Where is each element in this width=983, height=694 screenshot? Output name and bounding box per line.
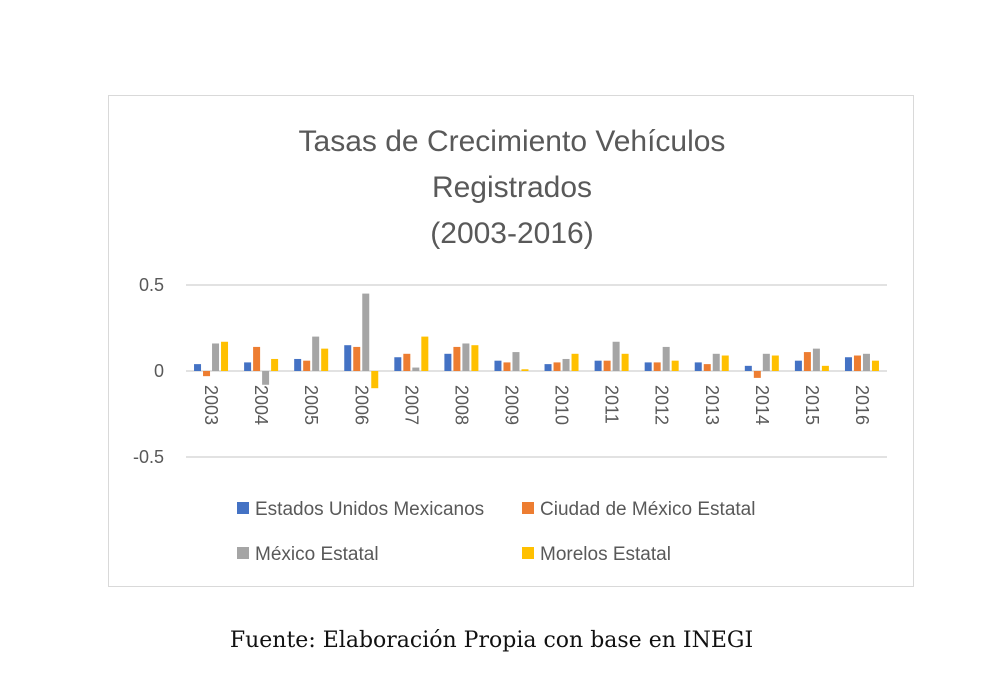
- bar-estados-unidos-mexicanos-2016: [844, 357, 852, 371]
- y-tick-label: 0.5: [139, 275, 164, 295]
- x-tick-label: 2004: [251, 385, 271, 425]
- x-tick-label: 2008: [451, 385, 471, 425]
- bar-morelos-estatal-2009: [521, 369, 529, 371]
- bar-m-xico-estatal-2007: [412, 367, 420, 371]
- bar-estados-unidos-mexicanos-2008: [444, 353, 452, 371]
- bar-estados-unidos-mexicanos-2013: [694, 362, 702, 371]
- bar-m-xico-estatal-2005: [312, 336, 320, 371]
- bar-m-xico-estatal-2006: [362, 293, 370, 371]
- chart-title-line: Tasas de Crecimiento Vehículos: [299, 125, 726, 158]
- bar-morelos-estatal-2007: [421, 336, 429, 371]
- x-tick-label: 2012: [652, 385, 672, 425]
- x-tick-label: 2005: [301, 385, 321, 425]
- legend-label: Ciudad de México Estatal: [540, 499, 755, 520]
- bar-morelos-estatal-2016: [871, 360, 879, 371]
- bar-ciudad-de-m-xico-estatal-2014: [753, 371, 761, 378]
- x-axis-ticks: 2003 2004 2005 2006 2007 2008 2009 2010 2011 2012…: [201, 385, 872, 425]
- bar-m-xico-estatal-2013: [712, 353, 720, 371]
- legend-item: Ciudad de México Estatal: [522, 499, 755, 520]
- bar-estados-unidos-mexicanos-2004: [244, 362, 252, 371]
- gridlines: [186, 284, 887, 458]
- bar-morelos-estatal-2004: [271, 358, 279, 371]
- bar-ciudad-de-m-xico-estatal-2013: [703, 364, 711, 371]
- bar-m-xico-estatal-2014: [762, 353, 770, 371]
- legend-swatch: [522, 547, 534, 559]
- bar-m-xico-estatal-2004: [262, 371, 270, 385]
- bar-m-xico-estatal-2016: [862, 353, 870, 371]
- bar-morelos-estatal-2008: [471, 345, 479, 371]
- legend-swatch: [237, 547, 249, 559]
- bar-ciudad-de-m-xico-estatal-2015: [803, 352, 811, 371]
- x-tick-label: 2010: [552, 385, 572, 425]
- bar-estados-unidos-mexicanos-2015: [794, 360, 802, 371]
- legend-swatch: [237, 502, 249, 514]
- bar-morelos-estatal-2015: [821, 365, 829, 371]
- bar-ciudad-de-m-xico-estatal-2004: [253, 346, 261, 371]
- bar-estados-unidos-mexicanos-2006: [344, 345, 352, 371]
- bar-ciudad-de-m-xico-estatal-2003: [203, 371, 211, 377]
- y-axis-ticks: 0.5 0 -0.5: [133, 275, 164, 467]
- bar-m-xico-estatal-2012: [662, 346, 670, 371]
- legend-label: Estados Unidos Mexicanos: [255, 499, 484, 520]
- bar-morelos-estatal-2006: [371, 371, 379, 389]
- bar-morelos-estatal-2010: [571, 353, 579, 371]
- bar-morelos-estatal-2014: [771, 355, 779, 371]
- bar-estados-unidos-mexicanos-2010: [544, 364, 552, 371]
- bar-m-xico-estatal-2003: [212, 343, 220, 371]
- bar-estados-unidos-mexicanos-2011: [594, 360, 602, 371]
- bar-morelos-estatal-2011: [621, 353, 629, 371]
- bar-ciudad-de-m-xico-estatal-2016: [853, 355, 861, 371]
- bar-estados-unidos-mexicanos-2009: [494, 360, 502, 371]
- bar-ciudad-de-m-xico-estatal-2012: [653, 362, 661, 371]
- bar-estados-unidos-mexicanos-2012: [644, 362, 652, 371]
- legend-swatch: [522, 502, 534, 514]
- bar-morelos-estatal-2003: [221, 341, 229, 371]
- bar-m-xico-estatal-2010: [562, 358, 570, 371]
- x-tick-label: 2006: [351, 385, 371, 425]
- bar-ciudad-de-m-xico-estatal-2005: [303, 360, 311, 371]
- x-tick-label: 2013: [702, 385, 722, 425]
- bars: [194, 293, 879, 389]
- bar-ciudad-de-m-xico-estatal-2007: [403, 353, 411, 371]
- bar-estados-unidos-mexicanos-2014: [744, 365, 752, 371]
- chart-title-line: Registrados: [432, 171, 592, 204]
- x-tick-label: 2003: [201, 385, 221, 425]
- x-tick-label: 2016: [852, 385, 872, 425]
- x-tick-label: 2009: [501, 385, 521, 425]
- legend-item: Morelos Estatal: [522, 544, 671, 565]
- bar-ciudad-de-m-xico-estatal-2011: [603, 360, 611, 371]
- bar-estados-unidos-mexicanos-2007: [394, 357, 402, 371]
- bar-ciudad-de-m-xico-estatal-2006: [353, 346, 361, 371]
- chart-area: Tasas de Crecimiento Vehículos Registrado…: [108, 95, 914, 587]
- bar-chart: Tasas de Crecimiento Vehículos Registrado…: [133, 125, 887, 565]
- bar-m-xico-estatal-2011: [612, 341, 620, 371]
- bar-morelos-estatal-2012: [671, 360, 679, 371]
- x-tick-label: 2014: [752, 385, 772, 425]
- legend-label: Morelos Estatal: [540, 544, 671, 565]
- chart-title-line: (2003-2016): [430, 217, 593, 250]
- source-caption: Fuente: Elaboración Propia con base en I…: [229, 628, 754, 653]
- bar-estados-unidos-mexicanos-2003: [194, 364, 202, 371]
- legend-label: México Estatal: [255, 544, 379, 565]
- bar-m-xico-estatal-2008: [462, 343, 470, 371]
- bar-m-xico-estatal-2009: [512, 352, 520, 371]
- chart-title: Tasas de Crecimiento Vehículos Registrado…: [299, 125, 726, 250]
- x-tick-label: 2015: [802, 385, 822, 425]
- bar-morelos-estatal-2005: [321, 348, 329, 371]
- bar-ciudad-de-m-xico-estatal-2010: [553, 362, 561, 371]
- bar-morelos-estatal-2013: [721, 355, 729, 371]
- legend: Estados Unidos Mexicanos Ciudad de México…: [237, 499, 755, 565]
- legend-item: México Estatal: [237, 544, 379, 565]
- x-tick-label: 2011: [602, 385, 622, 424]
- bar-m-xico-estatal-2015: [812, 348, 820, 371]
- x-tick-label: 2007: [401, 385, 421, 425]
- legend-item: Estados Unidos Mexicanos: [237, 499, 484, 520]
- bar-ciudad-de-m-xico-estatal-2008: [453, 346, 461, 371]
- y-tick-label: -0.5: [133, 447, 164, 467]
- bar-estados-unidos-mexicanos-2005: [294, 358, 302, 371]
- bar-ciudad-de-m-xico-estatal-2009: [503, 362, 511, 371]
- y-tick-label: 0: [154, 361, 164, 381]
